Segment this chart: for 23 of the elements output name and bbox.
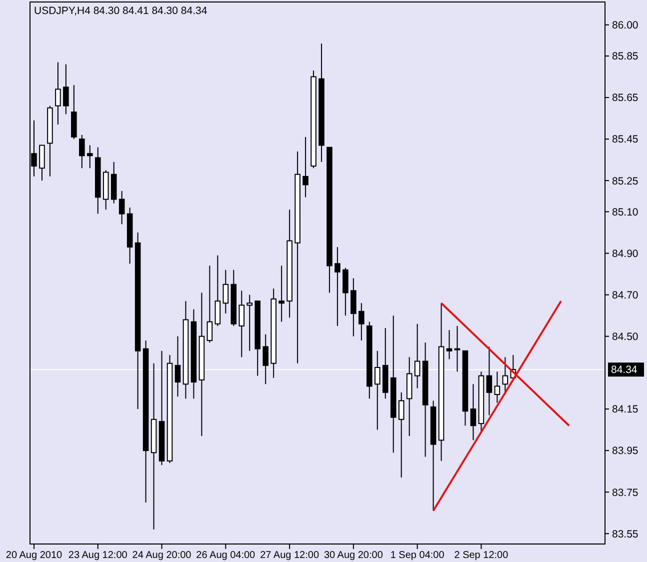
x-tick-label: 30 Aug 20:00 (324, 550, 384, 561)
y-tick-label: 84.90 (612, 248, 638, 260)
x-tick-label: 2 Sep 12:00 (454, 550, 509, 561)
y-tick-label: 83.75 (612, 486, 638, 499)
y-tick-label: 85.85 (612, 50, 638, 63)
x-tick-label: 27 Aug 12:00 (260, 550, 320, 561)
y-tick-label: 85.10 (612, 206, 638, 218)
ref-line-label: 84.34 (611, 364, 638, 376)
y-tick-label: 84.15 (612, 404, 638, 416)
x-tick-label: 20 Aug 2010 (6, 550, 63, 561)
y-tick-label: 86.00 (612, 20, 638, 32)
chart-title: USDJPY,H4 84.30 84.41 84.30 84.34 (34, 5, 208, 17)
x-tick-label: 24 Aug 20:00 (132, 550, 192, 561)
x-tick-label: 26 Aug 04:00 (196, 550, 256, 561)
y-tick-label: 84.50 (612, 331, 638, 344)
y-tick-label: 83.55 (612, 528, 638, 540)
y-tick-label: 83.95 (612, 445, 638, 458)
x-tick-label: 23 Aug 12:00 (68, 550, 128, 561)
y-tick-label: 85.45 (612, 134, 638, 146)
y-tick-label: 85.25 (612, 175, 638, 188)
y-tick-label: 85.65 (612, 92, 638, 104)
x-tick-label: 1 Sep 04:00 (390, 550, 445, 561)
y-tick-label: 84.70 (612, 289, 638, 302)
